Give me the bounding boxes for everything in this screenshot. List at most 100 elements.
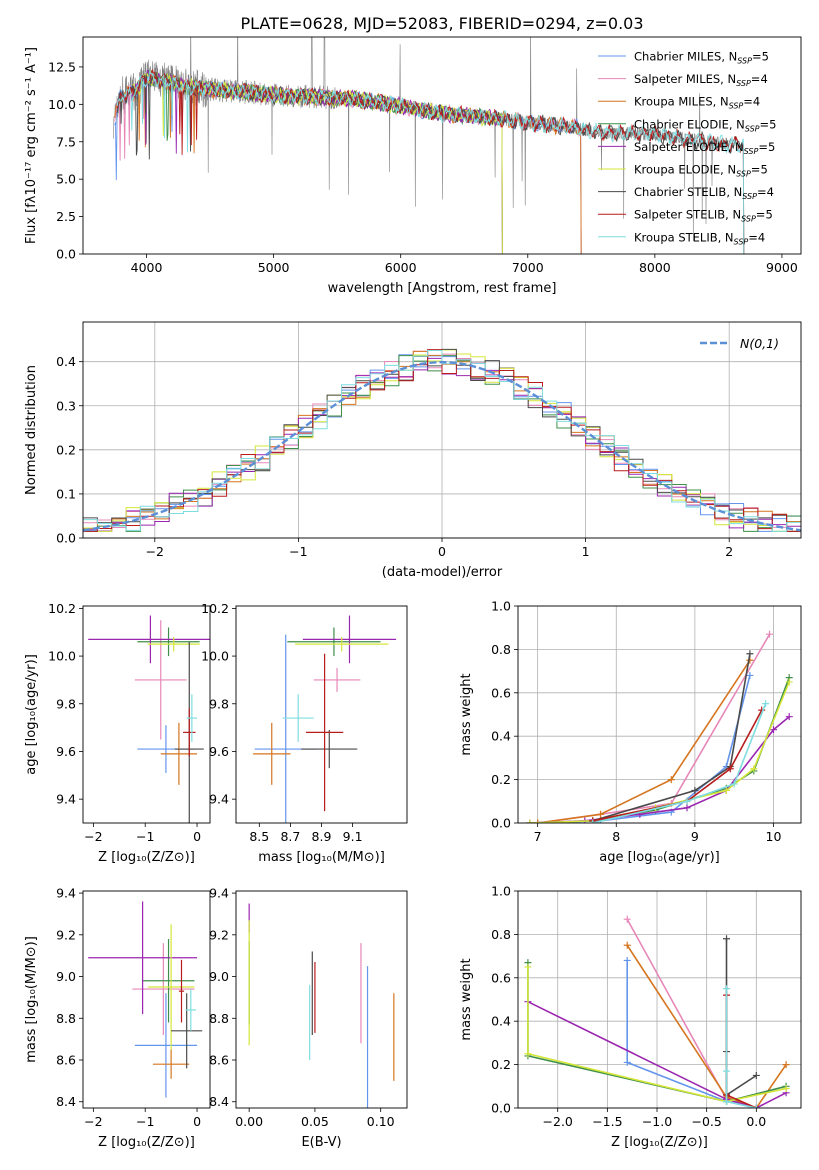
x-tick-label: 7 [534,829,542,844]
y-axis-label: mass [log₁₀(M/M⊙)] [24,936,39,1063]
panel-mass_vs_Z: −2 −1 0 8.4 8.6 8.8 9.0 9.2 9.4 Z [log₁₀(Z/Z⊙)] ma… [24,886,211,1150]
y-tick-label: 2.5 [56,209,76,224]
x-tick-label: 9 [691,829,699,844]
x-tick-label: 8.7 [280,829,300,844]
marker-plus [762,700,770,708]
series-kroupa-miles [534,656,754,823]
marker-plus [750,765,758,773]
series-line [725,988,757,1108]
marker-plus [526,819,534,823]
y-tick-label: 0.0 [491,1101,511,1116]
marker-plus [782,1061,790,1069]
y-tick-label: 12.5 [48,59,76,74]
marker-plus [769,726,777,734]
marker-plus [782,1084,790,1092]
x-tick-label: −1.5 [592,1114,622,1129]
y-tick-label: 9.4 [56,792,76,807]
x-axis-label: wavelength [Angstrom, rest frame] [328,281,557,296]
y-tick-label: 0.0 [491,816,511,831]
y-tick-label: 10.0 [201,649,229,664]
marker-plus [683,804,691,812]
legend-model-name: Kroupa ELODIE [634,163,720,177]
series-kroupa-stelib [589,700,770,823]
series-salpeter-stelib [589,706,766,823]
errorbar-salpeter-stelib [305,653,344,812]
y-axis-label: age [log₁₀(age/yr)] [24,654,39,775]
y-axis-label: Flux [fλ10⁻¹⁷ erg cm⁻² s⁻¹ A⁻¹] [24,47,39,244]
errorbar-kroupa-elodie [295,637,389,652]
x-tick-label: 10 [766,829,782,844]
x-tick-label: 7000 [512,260,544,275]
marker-plus [722,786,730,794]
plot-content [88,615,210,823]
errorbar-kroupa-elodie [147,924,195,1050]
y-tick-label: 10.2 [48,601,76,616]
axes-frame [82,321,802,539]
panel-age_vs_mass: 8.5 8.7 8.9 9.1 9.4 9.6 9.8 10.0 10.2 mass [log₁₀… [201,601,408,865]
legend-model-name: Chabrier MILES [634,50,721,64]
marker-plus [746,671,754,679]
errorbar-salpeter-miles [313,668,361,692]
x-tick-label: 0 [193,829,201,844]
marker-plus [623,956,631,964]
legend-label: Chabrier ELODIE, NSSP=5 [634,117,776,133]
plot-area [518,891,801,1108]
x-tick-label: 5000 [258,260,290,275]
y-tick-label: 0.0 [56,531,76,546]
x-axis-label: E(B-V) [301,1135,341,1150]
marker-plus [766,630,774,638]
marker-plus [623,941,631,949]
legend-nssp: 5 [768,140,775,154]
marker-plus [752,1104,760,1108]
x-tick-label: 6000 [385,260,417,275]
y-tick-label: 9.6 [56,744,76,759]
plot-content [524,915,790,1108]
panel-mass_vs_ebv: 0.00 0.05 0.10 8.4 8.6 8.8 9.0 9.2 9.4 E(B-V) [209,886,408,1150]
plot-area [518,606,801,823]
errorbar-chabrier-stelib [171,993,203,1069]
y-tick-label: 10.0 [48,97,76,112]
y-tick-label: 0.4 [56,354,76,369]
x-axis-label: (data-model)/error [382,565,503,580]
x-tick-label: 0.10 [367,1114,395,1129]
marker-plus [534,819,542,823]
errorbar-salpeter-elodie [302,615,397,664]
x-tick-label: 8.5 [249,829,269,844]
x-tick-label: −1 [289,544,307,559]
y-axis-label: mass weight [459,958,474,1040]
x-tick-label: 4000 [131,260,163,275]
y-tick-label: 0.4 [491,1014,511,1029]
x-tick-label: 0.05 [301,1114,329,1129]
errorbar-kroupa-elodie [147,637,200,652]
series-line [592,653,751,822]
y-tick-label: 9.4 [56,886,76,901]
legend-nssp: 5 [769,117,776,131]
plot-content [526,630,793,823]
marker-plus [785,713,793,721]
y-axis-label: Normed distribution [24,365,39,495]
gaussian-curve [83,360,801,532]
legend-model-name: Kroupa STELIB [634,230,718,244]
series-line [592,703,767,823]
legend-label: Chabrier MILES, NSSP=5 [634,50,769,66]
axes-frame [82,36,802,255]
y-tick-label: 0.2 [491,1057,511,1072]
x-axis-label: age [log₁₀(age/yr)] [599,850,720,865]
x-tick-label: −0.5 [691,1114,721,1129]
x-tick-label: 9000 [766,260,798,275]
x-tick-label: −2.0 [543,1114,573,1129]
panel-age_vs_Z: −2 −1 0 9.4 9.6 9.8 10.0 10.2 Z [log₁₀(Z/Z⊙)] age… [24,601,211,865]
legend-label: Kroupa MILES, NSSP=4 [634,95,760,111]
series-line [537,659,751,823]
figure-title: PLATE=0628, MJD=52083, FIBERID=0294, z=0… [240,14,643,33]
legend-nssp: 4 [753,95,760,109]
errorbar-salpeter-elodie [88,615,210,664]
marker-plus [667,776,675,784]
y-tick-label: 0.6 [491,685,511,700]
x-tick-label: 2 [725,544,733,559]
panel-weight_vs_age: 7 8 9 10 0.0 0.2 0.4 0.6 0.8 1.0 age [log₁₀(age/yr… [459,599,802,865]
errorbar-kroupa-miles [160,722,198,785]
y-axis-label: mass weight [459,673,474,755]
x-tick-label: −2 [84,829,102,844]
marker-plus [746,650,754,658]
